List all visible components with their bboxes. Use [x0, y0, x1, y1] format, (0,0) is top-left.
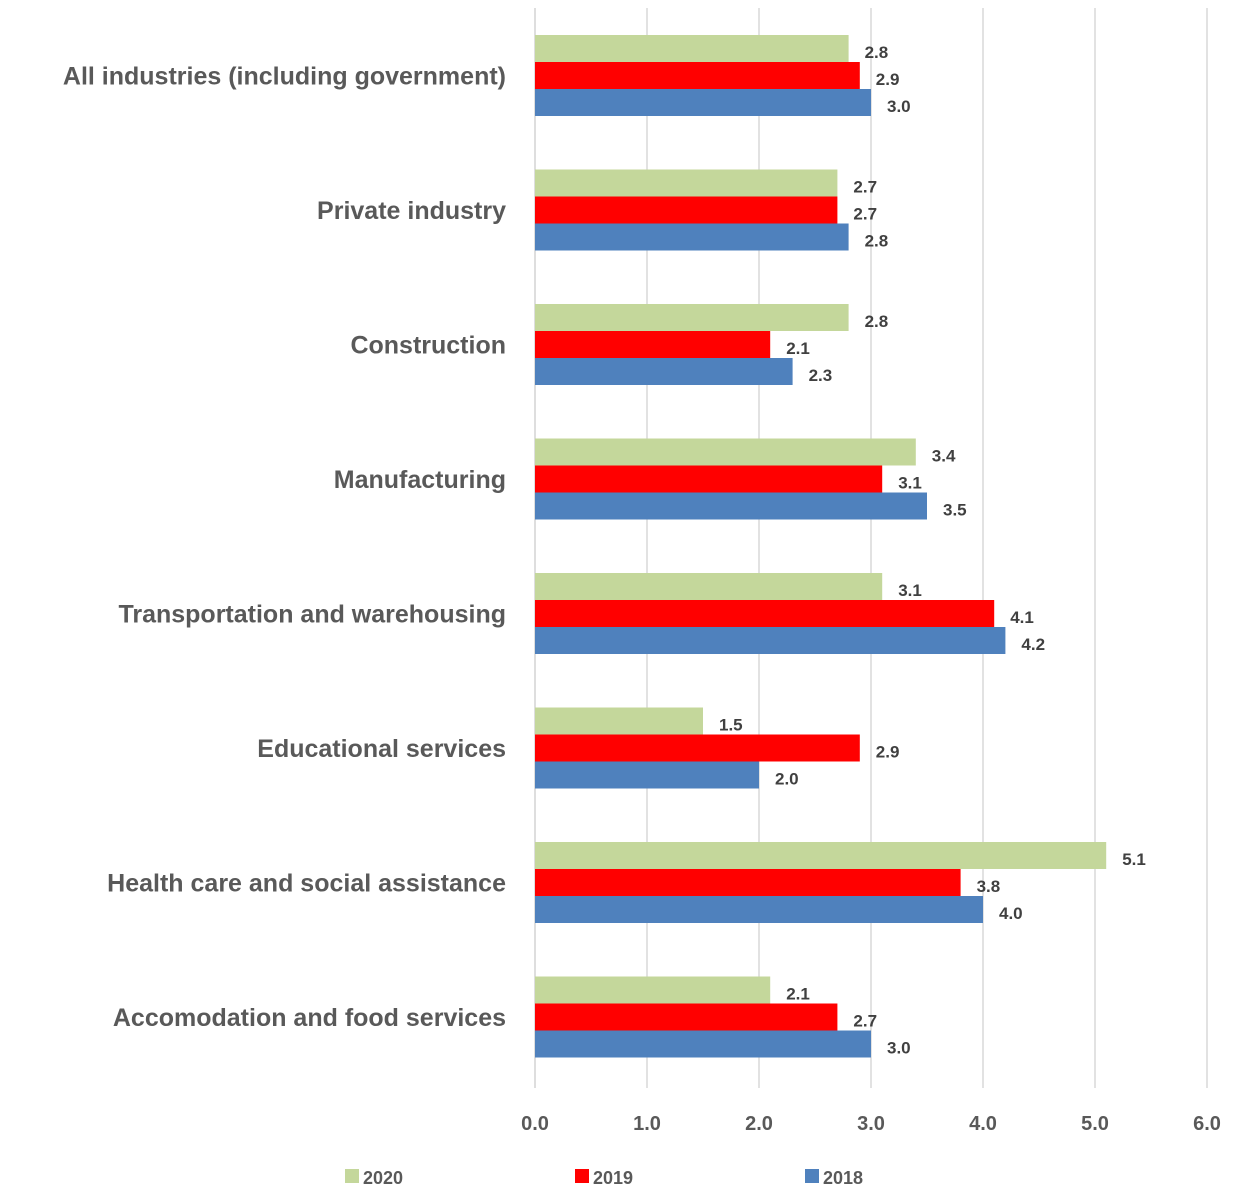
- data-label: 1.5: [719, 716, 743, 735]
- category-label: Manufacturing: [334, 466, 506, 494]
- data-label: 2.8: [865, 43, 889, 62]
- data-label: 2.8: [865, 312, 889, 331]
- data-label: 4.1: [1010, 608, 1034, 627]
- category-label: Transportation and warehousing: [118, 601, 506, 629]
- legend-swatch-2020: [345, 1169, 359, 1183]
- bar-2020: [535, 708, 703, 735]
- data-label: 2.9: [876, 70, 900, 89]
- x-tick-label: 1.0: [633, 1113, 661, 1135]
- data-label: 2.7: [853, 178, 877, 197]
- x-tick-label: 6.0: [1193, 1113, 1221, 1135]
- bar-2018: [535, 224, 849, 251]
- x-tick-label: 3.0: [857, 1113, 885, 1135]
- bar-2019: [535, 62, 860, 89]
- legend-swatch-2019: [575, 1169, 589, 1183]
- data-label: 3.5: [943, 501, 967, 520]
- bar-2020: [535, 573, 882, 600]
- bar-2018: [535, 762, 759, 789]
- bar-2018: [535, 627, 1005, 654]
- bar-2019: [535, 735, 860, 762]
- data-label: 3.1: [898, 474, 922, 493]
- bar-2020: [535, 170, 837, 197]
- bar-2019: [535, 600, 994, 627]
- bar-2020: [535, 977, 770, 1004]
- data-label: 3.0: [887, 97, 911, 116]
- bar-2018: [535, 1031, 871, 1058]
- category-labels: All industries (including government) Pri…: [63, 63, 506, 1033]
- legend-label-2020: 2020: [363, 1168, 403, 1188]
- bar-2019: [535, 1004, 837, 1031]
- x-axis-ticks: 0.0 1.0 2.0 3.0 4.0 5.0 6.0: [521, 1113, 1221, 1135]
- data-label: 2.3: [809, 366, 833, 385]
- data-label: 2.7: [853, 205, 877, 224]
- data-label: 3.8: [977, 877, 1001, 896]
- bar-2019: [535, 466, 882, 493]
- data-label: 2.8: [865, 232, 889, 251]
- bar-2020: [535, 304, 849, 331]
- category-label: Accomodation and food services: [113, 1004, 506, 1032]
- category-label: Private industry: [317, 197, 506, 225]
- bar-2018: [535, 493, 927, 520]
- data-label: 3.4: [932, 447, 956, 466]
- category-label: Educational services: [257, 735, 506, 763]
- bar-2018: [535, 896, 983, 923]
- bar-2018: [535, 89, 871, 116]
- legend-label-2019: 2019: [593, 1168, 633, 1188]
- data-label: 2.9: [876, 743, 900, 762]
- x-tick-label: 0.0: [521, 1113, 549, 1135]
- legend-label-2018: 2018: [823, 1168, 863, 1188]
- data-label: 3.0: [887, 1039, 911, 1058]
- data-label: 2.0: [775, 770, 799, 789]
- x-tick-label: 4.0: [969, 1113, 997, 1135]
- category-label: Health care and social assistance: [107, 870, 506, 898]
- legend: 2020 2019 2018: [345, 1168, 863, 1188]
- x-tick-label: 2.0: [745, 1113, 773, 1135]
- bar-2018: [535, 358, 793, 385]
- data-label: 5.1: [1122, 850, 1146, 869]
- x-tick-label: 5.0: [1081, 1113, 1109, 1135]
- category-label: All industries (including government): [63, 63, 506, 91]
- data-label: 3.1: [898, 581, 922, 600]
- data-label: 2.7: [853, 1012, 877, 1031]
- data-label: 2.1: [786, 339, 810, 358]
- bar-2019: [535, 197, 837, 224]
- bar-2020: [535, 439, 916, 466]
- bar-2019: [535, 869, 961, 896]
- data-label: 4.0: [999, 904, 1023, 923]
- category-label: Construction: [350, 332, 506, 360]
- legend-swatch-2018: [805, 1169, 819, 1183]
- bar-2020: [535, 35, 849, 62]
- bar-2020: [535, 842, 1106, 869]
- data-label: 4.2: [1021, 635, 1045, 654]
- data-label: 2.1: [786, 985, 810, 1004]
- bar-2019: [535, 331, 770, 358]
